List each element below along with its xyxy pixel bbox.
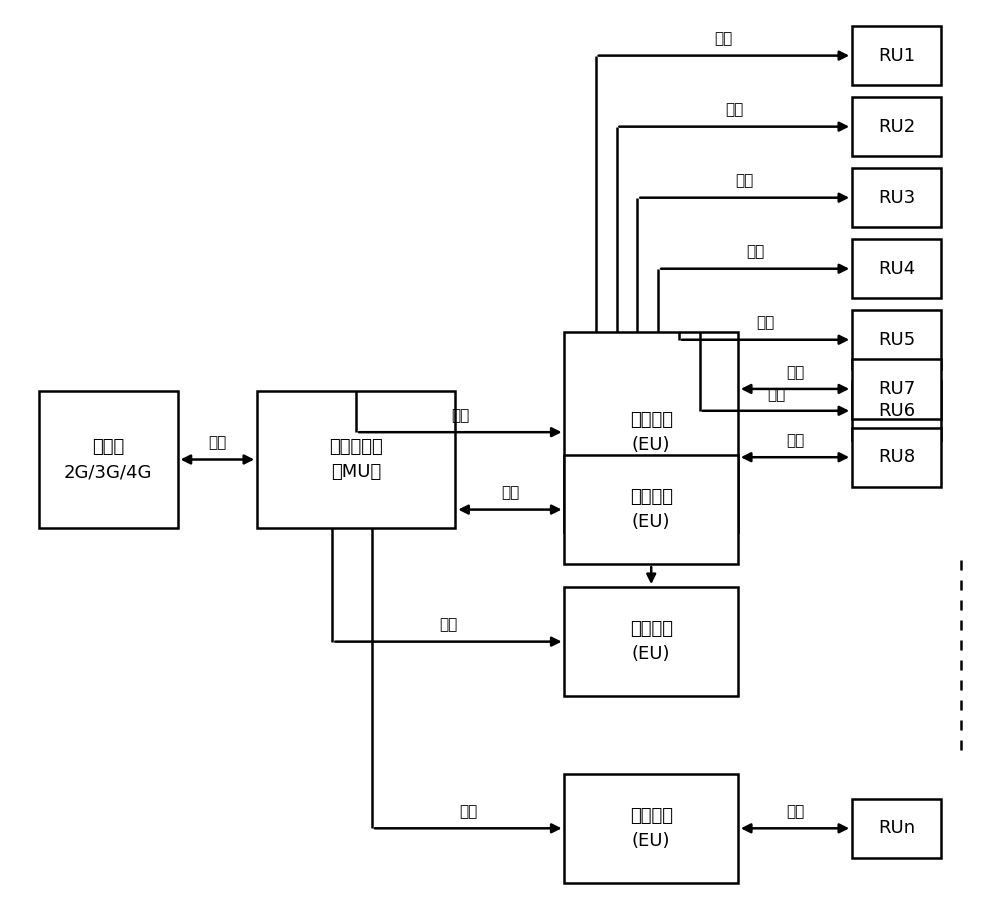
Text: 光纤: 光纤 [451, 408, 469, 423]
Text: 光纤: 光纤 [736, 174, 754, 188]
Text: 光纤: 光纤 [459, 804, 477, 819]
Text: RU4: RU4 [878, 260, 915, 278]
Text: 扩展单元
(EU): 扩展单元 (EU) [630, 488, 673, 531]
Text: 光纤: 光纤 [746, 244, 764, 259]
Text: RU1: RU1 [878, 47, 915, 64]
Text: 主接入单元
（MU）: 主接入单元 （MU） [329, 438, 383, 481]
Text: 馈线: 馈线 [208, 436, 227, 450]
Text: RU3: RU3 [878, 188, 915, 207]
Text: 扩展单元
(EU): 扩展单元 (EU) [630, 620, 673, 664]
Text: 扩展单元
(EU): 扩展单元 (EU) [630, 807, 673, 850]
Bar [852, 26, 941, 85]
Bar [852, 381, 941, 440]
Text: 光纤: 光纤 [786, 804, 804, 819]
Bar [852, 239, 941, 299]
Bar [852, 97, 941, 156]
Text: 光纤: 光纤 [786, 365, 804, 380]
Text: 光纤: 光纤 [767, 387, 785, 402]
Bar [852, 359, 941, 418]
Bar [257, 391, 455, 528]
Text: 光纤: 光纤 [786, 433, 804, 448]
Bar [39, 391, 178, 528]
Text: RU5: RU5 [878, 331, 915, 348]
Bar [564, 774, 738, 883]
Text: 光纤: 光纤 [725, 103, 743, 118]
Bar [852, 799, 941, 858]
Bar [852, 310, 941, 369]
Bar [564, 332, 738, 532]
Text: RU2: RU2 [878, 118, 915, 136]
Text: 光纤: 光纤 [439, 618, 458, 632]
Text: RU7: RU7 [878, 380, 915, 398]
Text: 扩展单元
(EU): 扩展单元 (EU) [630, 411, 673, 454]
Bar [564, 587, 738, 697]
Text: 光纤: 光纤 [756, 315, 775, 331]
Text: 光纤: 光纤 [501, 485, 519, 501]
Text: 信号源
2G/3G/4G: 信号源 2G/3G/4G [64, 438, 152, 481]
Bar [852, 427, 941, 487]
Text: RU8: RU8 [878, 448, 915, 466]
Text: RU6: RU6 [878, 402, 915, 420]
Bar [852, 168, 941, 227]
Text: 光纤: 光纤 [715, 31, 733, 47]
Text: RUn: RUn [878, 820, 915, 837]
Bar [564, 455, 738, 564]
